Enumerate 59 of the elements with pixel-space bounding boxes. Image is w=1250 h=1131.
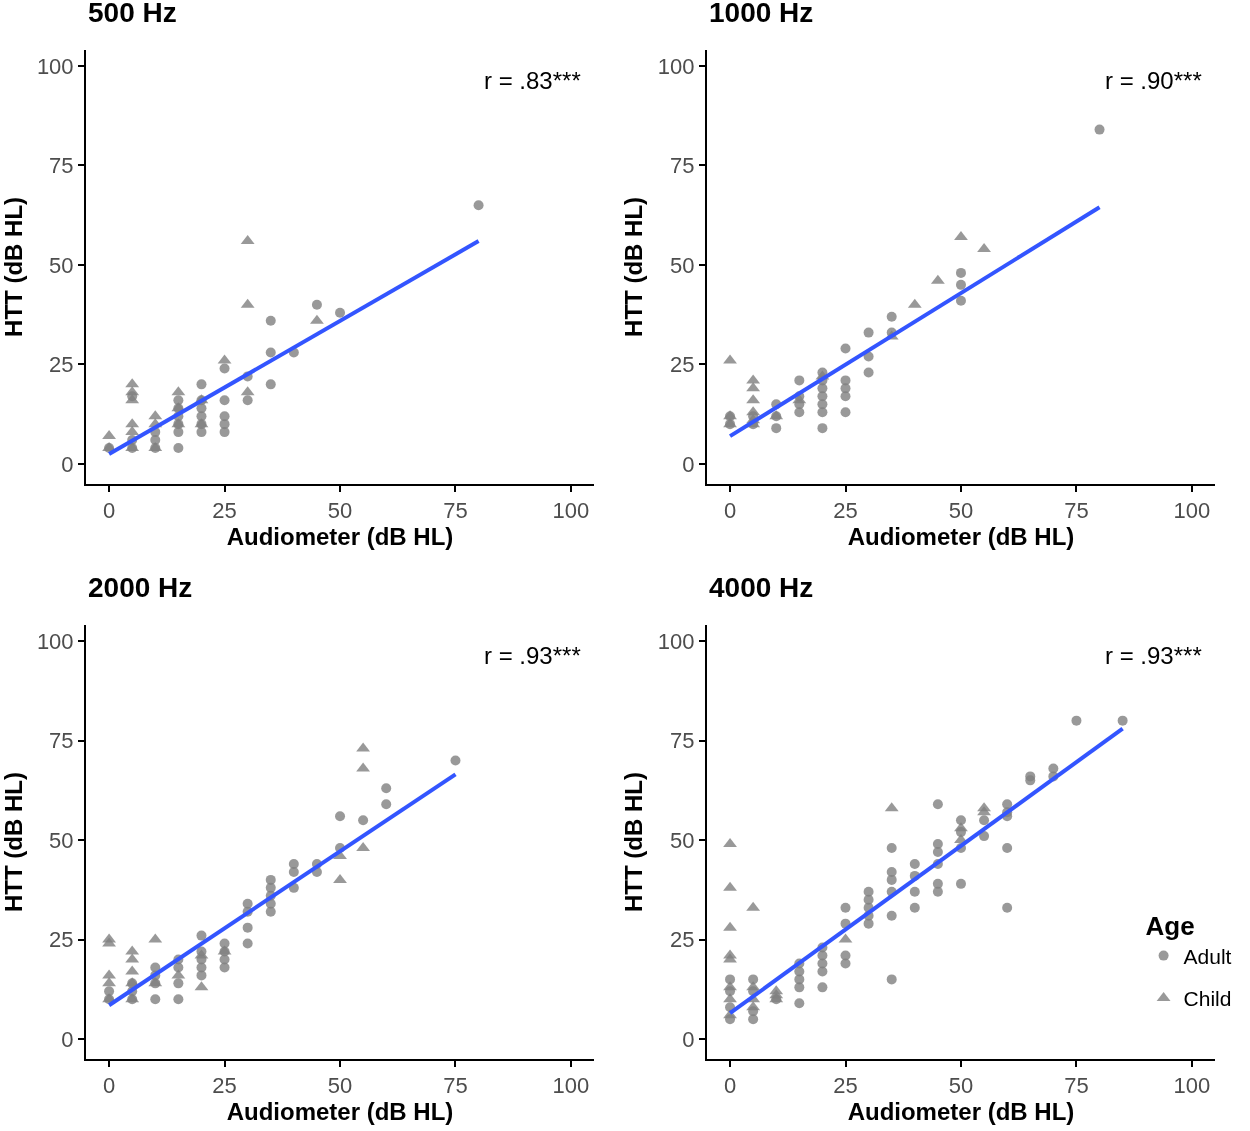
y-tick-label: 0 [682,451,695,477]
y-tick-label: 0 [682,1026,695,1052]
y-tick-label: 50 [670,827,695,853]
x-tick-label: 50 [948,1073,974,1099]
chart-title: 4000 Hz [709,572,814,603]
x-tick-label: 25 [833,498,858,524]
y-tick-label: 75 [670,728,695,754]
annotation: r = .93*** [484,642,581,669]
y-tick-label: 100 [657,628,695,654]
x-tick-label: 0 [102,498,116,524]
y-tick-label: 0 [61,1026,74,1052]
y-tick-label: 100 [36,628,74,654]
y-tick-label: 100 [36,53,74,79]
y-tick-label: 0 [61,451,74,477]
x-tick-label: 50 [327,1073,353,1099]
legend-label: Adult [1183,944,1232,968]
chart-title: 2000 Hz [88,572,193,603]
x-axis-title: Audiometer (dB HL) [847,523,1075,551]
y-tick-label: 25 [670,352,695,378]
x-tick-label: 0 [102,1073,116,1099]
x-axis-title: Audiometer (dB HL) [226,523,454,551]
x-tick-label: 0 [723,1073,737,1099]
y-tick-label: 25 [670,927,695,953]
x-tick-label: 100 [552,1073,590,1099]
legend-label: Child [1183,987,1232,1011]
x-tick-label: 50 [327,498,353,524]
y-tick-label: 75 [49,728,74,754]
chart-title: 500 Hz [88,0,177,28]
x-tick-label: 25 [212,1073,237,1099]
chart-title: 1000 Hz [709,0,814,28]
y-tick-label: 50 [670,252,695,278]
x-axis-title: Audiometer (dB HL) [847,1098,1075,1126]
y-tick-label: 25 [49,927,74,953]
x-tick-label: 100 [1173,498,1211,524]
x-tick-label: 25 [833,1073,858,1099]
y-tick-label: 100 [657,53,695,79]
x-tick-label: 100 [1173,1073,1211,1099]
x-tick-label: 75 [1064,1073,1089,1099]
y-tick-label: 75 [670,153,695,179]
y-axis-title: HTT (dB HL) [0,772,27,913]
x-tick-label: 75 [443,498,468,524]
y-tick-label: 75 [49,153,74,179]
x-tick-label: 25 [212,498,237,524]
y-axis-title: HTT (dB HL) [0,196,27,337]
y-tick-label: 50 [49,252,74,278]
x-axis-title: Audiometer (dB HL) [226,1098,454,1126]
annotation: r = .83*** [484,67,581,94]
y-tick-label: 50 [49,827,74,853]
y-axis-title: HTT (dB HL) [620,196,648,337]
annotation: r = .90*** [1105,67,1202,94]
x-tick-label: 0 [723,498,737,524]
x-tick-label: 100 [552,498,590,524]
y-tick-label: 25 [49,352,74,378]
x-tick-label: 75 [443,1073,468,1099]
annotation: r = .93*** [1105,642,1202,669]
legend-title: Age [1145,911,1195,942]
y-axis-title: HTT (dB HL) [620,772,648,913]
x-tick-label: 50 [948,498,974,524]
x-tick-label: 75 [1064,498,1089,524]
